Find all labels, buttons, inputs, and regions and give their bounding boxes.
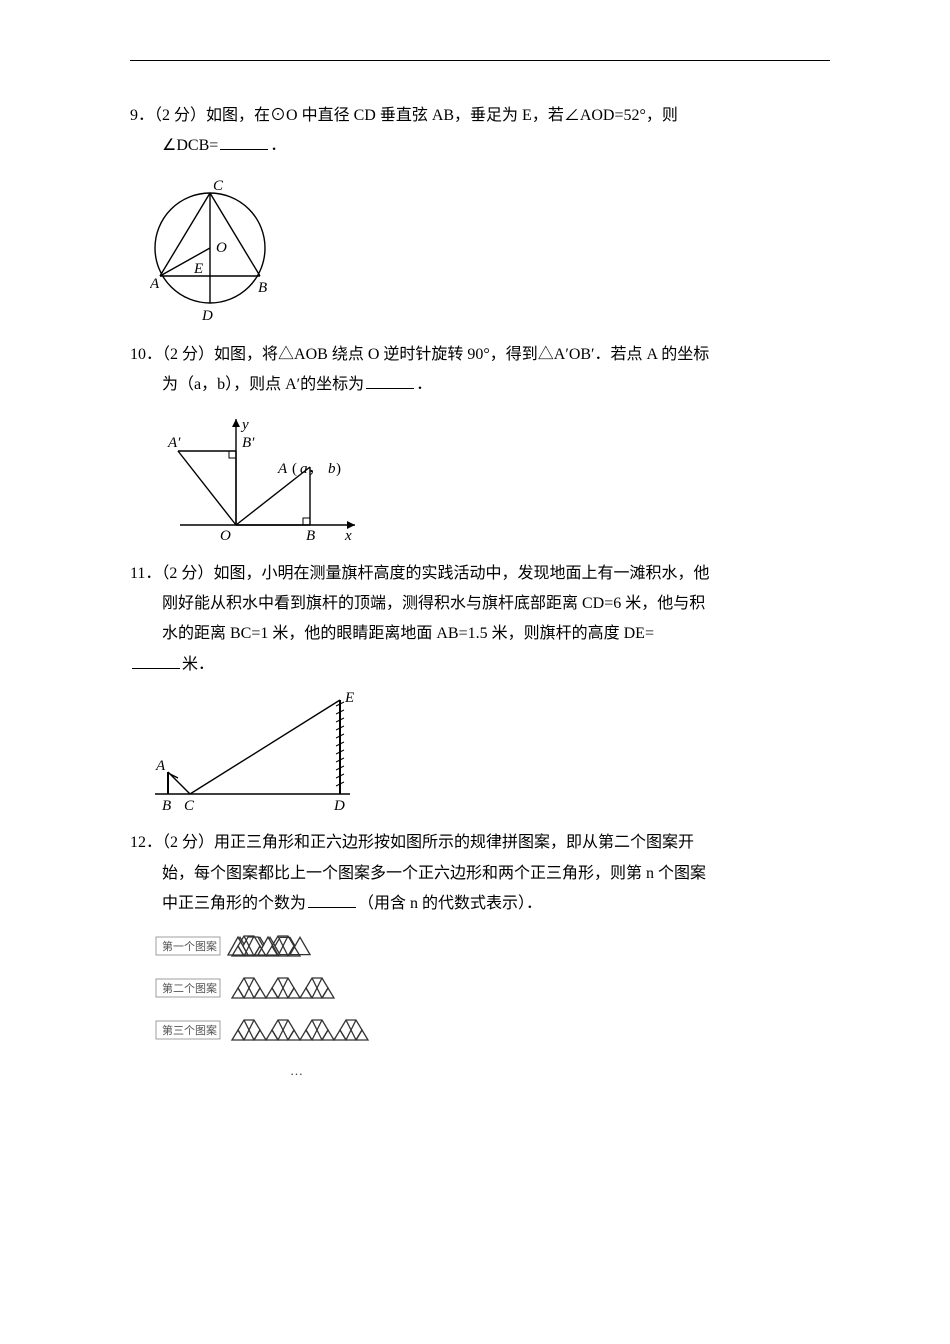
rotation-diagram: y A′ B′ A ( a ， b ) O B x bbox=[150, 407, 380, 547]
label-A: A bbox=[155, 758, 166, 774]
label-E: E bbox=[193, 261, 203, 277]
problem-number: 9． bbox=[130, 107, 154, 124]
problem-number: 11． bbox=[130, 565, 161, 582]
answer-blank bbox=[308, 891, 356, 908]
problem-10-line1: 10．（2 分）如图，将△AOB 绕点 O 逆时针旋转 90°，得到△A′OB′… bbox=[130, 340, 830, 370]
problem-text: ． bbox=[270, 137, 286, 154]
label-E: E bbox=[344, 690, 354, 706]
problem-number: 10． bbox=[130, 346, 162, 363]
problem-11-line3: 水的距离 BC=1 米，他的眼睛距离地面 AB=1.5 米，则旗杆的高度 DE= bbox=[130, 619, 830, 649]
problem-text: （用含 n 的代数式表示）． bbox=[358, 895, 542, 912]
problem-text: 如图，将△AOB 绕点 O 逆时针旋转 90°，得到△A′OB′．若点 A 的坐… bbox=[214, 346, 709, 363]
label-b: b bbox=[328, 461, 336, 477]
problem-12-line1: 12．（2 分）用正三角形和正六边形按如图所示的规律拼图案，即从第二个图案开 bbox=[130, 828, 830, 858]
problem-11: 11．（2 分）如图，小明在测量旗杆高度的实践活动中，发现地面上有一滩积水，他 … bbox=[130, 559, 830, 817]
problem-11-line2: 刚好能从积水中看到旗杆的顶端，测得积水与旗杆底部距离 CD=6 米，他与积 bbox=[130, 589, 830, 619]
problem-10-line2: 为（a，b），则点 A′的坐标为 ． bbox=[130, 370, 830, 400]
points-label: （2 分） bbox=[154, 107, 206, 124]
label-B: B bbox=[258, 280, 267, 296]
label-A: A bbox=[277, 461, 288, 477]
problem-9: 9．（2 分）如图，在⊙O 中直径 CD 垂直弦 AB，垂足为 E，若∠AOD=… bbox=[130, 101, 830, 328]
problem-number: 12． bbox=[130, 834, 162, 851]
problem-10: 10．（2 分）如图，将△AOB 绕点 O 逆时针旋转 90°，得到△A′OB′… bbox=[130, 340, 830, 547]
label-B: B bbox=[162, 798, 171, 814]
document-page: 9．（2 分）如图，在⊙O 中直径 CD 垂直弦 AB，垂足为 E，若∠AOD=… bbox=[0, 0, 950, 1344]
problem-9-line1: 9．（2 分）如图，在⊙O 中直径 CD 垂直弦 AB，垂足为 E，若∠AOD=… bbox=[130, 101, 830, 131]
label-a: a bbox=[300, 461, 308, 477]
problem-text: 为（a，b），则点 A′的坐标为 bbox=[162, 376, 364, 393]
points-label: （2 分） bbox=[162, 834, 214, 851]
problem-12-line3: 中正三角形的个数为 （用含 n 的代数式表示）． bbox=[130, 889, 830, 919]
label-x: x bbox=[344, 528, 352, 544]
problem-text: 刚好能从积水中看到旗杆的顶端，测得积水与旗杆底部距离 CD=6 米，他与积 bbox=[162, 595, 705, 612]
label-D: D bbox=[201, 308, 213, 324]
answer-blank bbox=[220, 133, 268, 150]
figure-12: 第一个图案 第二个图案 第三个图案 bbox=[150, 925, 830, 1095]
label-Aprime: A′ bbox=[167, 435, 181, 451]
problem-text: 如图，在⊙O 中直径 CD 垂直弦 AB，垂足为 E，若∠AOD=52°，则 bbox=[206, 107, 678, 124]
problem-text: 米． bbox=[182, 656, 214, 673]
circle-diagram: C O E A B D bbox=[150, 168, 280, 328]
problem-text: 水的距离 BC=1 米，他的眼睛距离地面 AB=1.5 米，则旗杆的高度 DE= bbox=[162, 625, 654, 642]
row-label-2: 第二个图案 bbox=[162, 981, 217, 995]
row-label-1: 第一个图案 bbox=[162, 939, 217, 953]
problem-text: 如图，小明在测量旗杆高度的实践活动中，发现地面上有一滩积水，他 bbox=[213, 565, 709, 582]
problem-text: ∠DCB= bbox=[162, 137, 218, 154]
problem-12: 12．（2 分）用正三角形和正六边形按如图所示的规律拼图案，即从第二个图案开 始… bbox=[130, 828, 830, 1095]
svg-text:): ) bbox=[336, 461, 341, 477]
label-O: O bbox=[216, 240, 227, 256]
label-D: D bbox=[333, 798, 345, 814]
figure-10: y A′ B′ A ( a ， b ) O B x bbox=[150, 407, 830, 547]
flagpole-diagram: E A B C D bbox=[150, 686, 370, 816]
problem-text: 始，每个图案都比上一个图案多一个正六边形和两个正三角形，则第 n 个图案 bbox=[162, 865, 706, 882]
ellipsis: … bbox=[290, 1063, 303, 1078]
label-C: C bbox=[213, 178, 224, 194]
problem-11-line4: 米． bbox=[130, 650, 830, 680]
answer-blank bbox=[366, 372, 414, 389]
row-label-3: 第三个图案 bbox=[162, 1023, 217, 1037]
answer-blank bbox=[132, 652, 180, 669]
figure-9: C O E A B D bbox=[150, 168, 830, 328]
label-B: B bbox=[306, 528, 315, 544]
problem-11-line1: 11．（2 分）如图，小明在测量旗杆高度的实践活动中，发现地面上有一滩积水，他 bbox=[130, 559, 830, 589]
svg-text:，: ， bbox=[308, 461, 323, 477]
problem-text: ． bbox=[416, 376, 432, 393]
points-label: （2 分） bbox=[162, 346, 214, 363]
points-label: （2 分） bbox=[161, 565, 213, 582]
svg-text:(: ( bbox=[292, 461, 297, 477]
label-Bprime: B′ bbox=[242, 435, 255, 451]
problem-text: 用正三角形和正六边形按如图所示的规律拼图案，即从第二个图案开 bbox=[214, 834, 694, 851]
figure-11: E A B C D bbox=[150, 686, 830, 816]
problem-text: 中正三角形的个数为 bbox=[162, 895, 306, 912]
problem-9-line2: ∠DCB= ． bbox=[130, 131, 830, 161]
pattern-diagram: 第一个图案 第二个图案 第三个图案 bbox=[150, 925, 450, 1095]
problem-12-line2: 始，每个图案都比上一个图案多一个正六边形和两个正三角形，则第 n 个图案 bbox=[130, 859, 830, 889]
label-O: O bbox=[220, 528, 231, 544]
top-rule bbox=[130, 60, 830, 61]
label-C: C bbox=[184, 798, 195, 814]
label-y: y bbox=[240, 417, 249, 433]
label-A: A bbox=[150, 276, 160, 292]
